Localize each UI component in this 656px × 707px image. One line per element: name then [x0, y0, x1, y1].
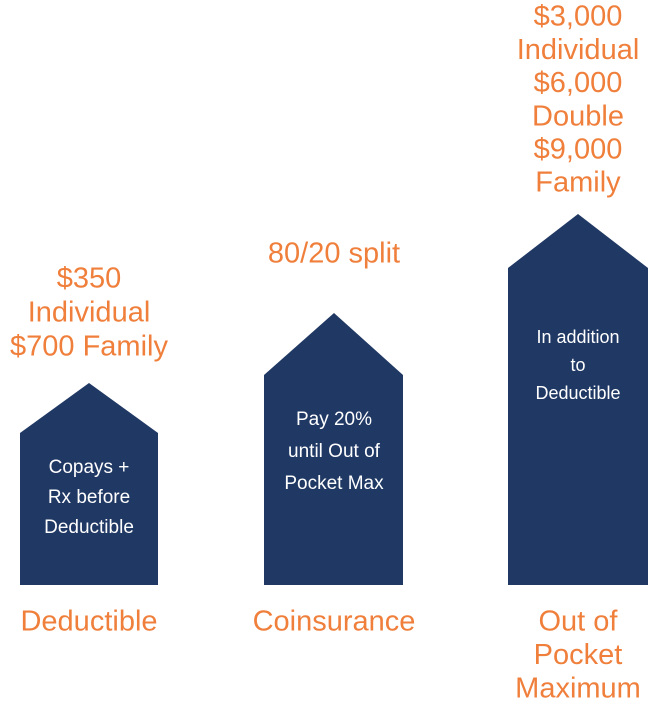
- top-label: Individual: [28, 297, 151, 329]
- column-name: Pocket: [534, 639, 623, 671]
- top-label: Double: [532, 100, 624, 132]
- column-name: Deductible: [20, 606, 157, 638]
- column-name: Out of: [539, 606, 619, 638]
- top-label: $350: [57, 263, 122, 295]
- body-text: Deductible: [535, 383, 620, 403]
- deductible-shape: [20, 383, 158, 585]
- top-label: $6,000: [534, 67, 623, 99]
- body-text: Pay 20%: [296, 409, 372, 430]
- top-label: Individual: [517, 34, 640, 66]
- column-name: Coinsurance: [253, 606, 416, 638]
- body-text: Pocket Max: [284, 473, 384, 494]
- top-label: $9,000: [534, 133, 623, 165]
- body-text: to: [570, 355, 585, 375]
- out-of-pocket-shape: [508, 214, 648, 585]
- body-text: Rx before: [48, 487, 130, 508]
- top-label: $700 Family: [10, 331, 168, 363]
- coinsurance-shape: [264, 313, 403, 585]
- top-label: $3,000: [534, 1, 623, 33]
- body-text: Copays +: [49, 457, 130, 478]
- top-label: 80/20 split: [268, 238, 400, 270]
- body-text: until Out of: [288, 441, 381, 462]
- body-text: In addition: [536, 327, 619, 347]
- body-text: Deductible: [44, 517, 134, 538]
- column-name: Maximum: [515, 673, 641, 705]
- top-label: Family: [535, 167, 621, 199]
